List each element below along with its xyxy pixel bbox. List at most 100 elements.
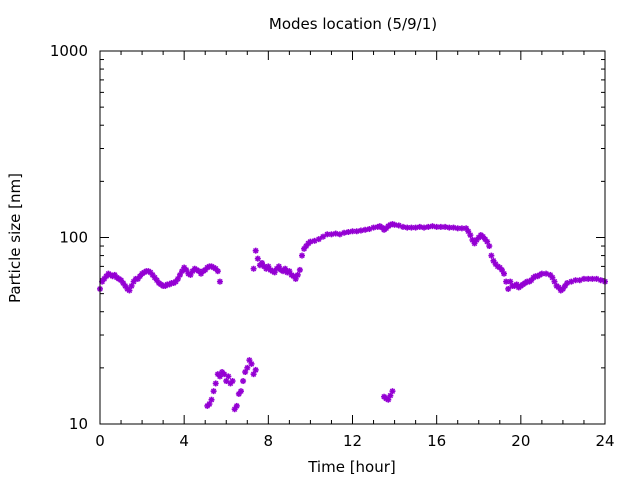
point-stroke: [467, 232, 474, 238]
point-stroke: [332, 230, 339, 237]
data-point: [128, 282, 135, 289]
data-point: [315, 236, 322, 243]
point-stroke: [497, 264, 503, 271]
point-stroke: [295, 272, 301, 278]
data-point: [212, 380, 219, 387]
point-stroke: [282, 266, 288, 272]
point-stroke: [213, 266, 219, 272]
point-stroke: [417, 224, 423, 230]
y-tick-label: 1000: [50, 42, 88, 60]
point-stroke: [572, 277, 579, 283]
point-stroke: [593, 276, 600, 282]
data-point: [225, 373, 232, 380]
point-stroke: [223, 378, 229, 384]
point-stroke: [499, 267, 505, 273]
data-point: [416, 223, 423, 230]
point-stroke: [539, 270, 545, 277]
point-stroke: [404, 224, 410, 231]
point-stroke: [433, 224, 440, 230]
point-stroke: [297, 267, 303, 273]
data-point: [349, 228, 356, 235]
point-stroke: [244, 365, 250, 371]
point-stroke: [154, 277, 160, 283]
plot-frame: [99, 50, 606, 425]
point-stroke: [442, 224, 448, 230]
data-point: [389, 388, 396, 395]
point-stroke: [581, 276, 587, 282]
point-stroke: [181, 264, 187, 271]
point-stroke: [549, 274, 556, 281]
data-point: [248, 360, 255, 367]
data-point: [122, 282, 129, 289]
data-point: [572, 277, 579, 284]
x-tick-label: 24: [595, 432, 614, 450]
point-stroke: [482, 236, 488, 242]
x-tick-label: 8: [264, 432, 274, 450]
point-stroke: [429, 223, 436, 229]
point-stroke: [598, 277, 604, 283]
point-stroke: [324, 231, 330, 238]
point-stroke: [507, 278, 514, 285]
point-stroke: [120, 280, 126, 286]
data-point: [593, 275, 600, 282]
point-stroke: [438, 224, 444, 230]
point-stroke: [250, 266, 257, 272]
point-stroke: [253, 247, 259, 254]
point-stroke: [248, 361, 255, 367]
point-stroke: [505, 286, 511, 292]
data-point: [307, 238, 314, 245]
data-point: [250, 265, 257, 272]
data-point: [538, 270, 545, 277]
data-point: [505, 285, 512, 292]
point-stroke: [208, 396, 215, 403]
y-tick-label: 10: [69, 415, 88, 433]
point-stroke: [217, 278, 223, 285]
data-point: [296, 266, 303, 273]
point-stroke: [349, 228, 356, 234]
data-point: [216, 278, 223, 285]
point-stroke: [265, 263, 272, 270]
point-stroke: [276, 263, 282, 270]
point-stroke: [408, 224, 415, 231]
point-stroke: [286, 268, 293, 274]
point-stroke: [391, 222, 398, 228]
point-stroke: [299, 252, 305, 259]
point-stroke: [126, 287, 133, 294]
data-point: [299, 252, 305, 259]
x-tick-label: 20: [511, 432, 530, 450]
point-stroke: [246, 357, 253, 363]
axis-ticks: 0 4 8 12 16 20 24 10 100 1000: [50, 42, 615, 450]
point-stroke: [240, 378, 246, 384]
point-stroke: [585, 276, 591, 282]
x-axis-label: Time [hour]: [307, 458, 396, 476]
x-tick-label: 0: [95, 432, 105, 450]
point-stroke: [234, 403, 240, 409]
point-stroke: [396, 222, 402, 229]
data-point: [237, 388, 244, 395]
point-stroke: [253, 367, 259, 373]
data-point: [233, 402, 240, 409]
point-stroke: [450, 224, 457, 231]
data-point: [252, 247, 259, 254]
point-stroke: [261, 263, 267, 270]
data-point: [240, 378, 247, 385]
point-stroke: [488, 252, 495, 259]
point-stroke: [551, 278, 558, 285]
point-stroke: [490, 258, 497, 264]
point-stroke: [229, 378, 236, 384]
data-point: [467, 232, 474, 239]
point-stroke: [316, 236, 322, 242]
point-stroke: [446, 224, 452, 231]
data-point: [254, 255, 261, 262]
point-stroke: [152, 274, 158, 281]
data-point: [223, 378, 230, 385]
point-stroke: [480, 233, 486, 240]
data-point: [486, 243, 493, 250]
y-tick-label: 100: [59, 229, 88, 247]
point-stroke: [255, 255, 261, 262]
x-tick-label: 4: [179, 432, 189, 450]
point-stroke: [463, 225, 469, 232]
point-stroke: [210, 388, 217, 394]
